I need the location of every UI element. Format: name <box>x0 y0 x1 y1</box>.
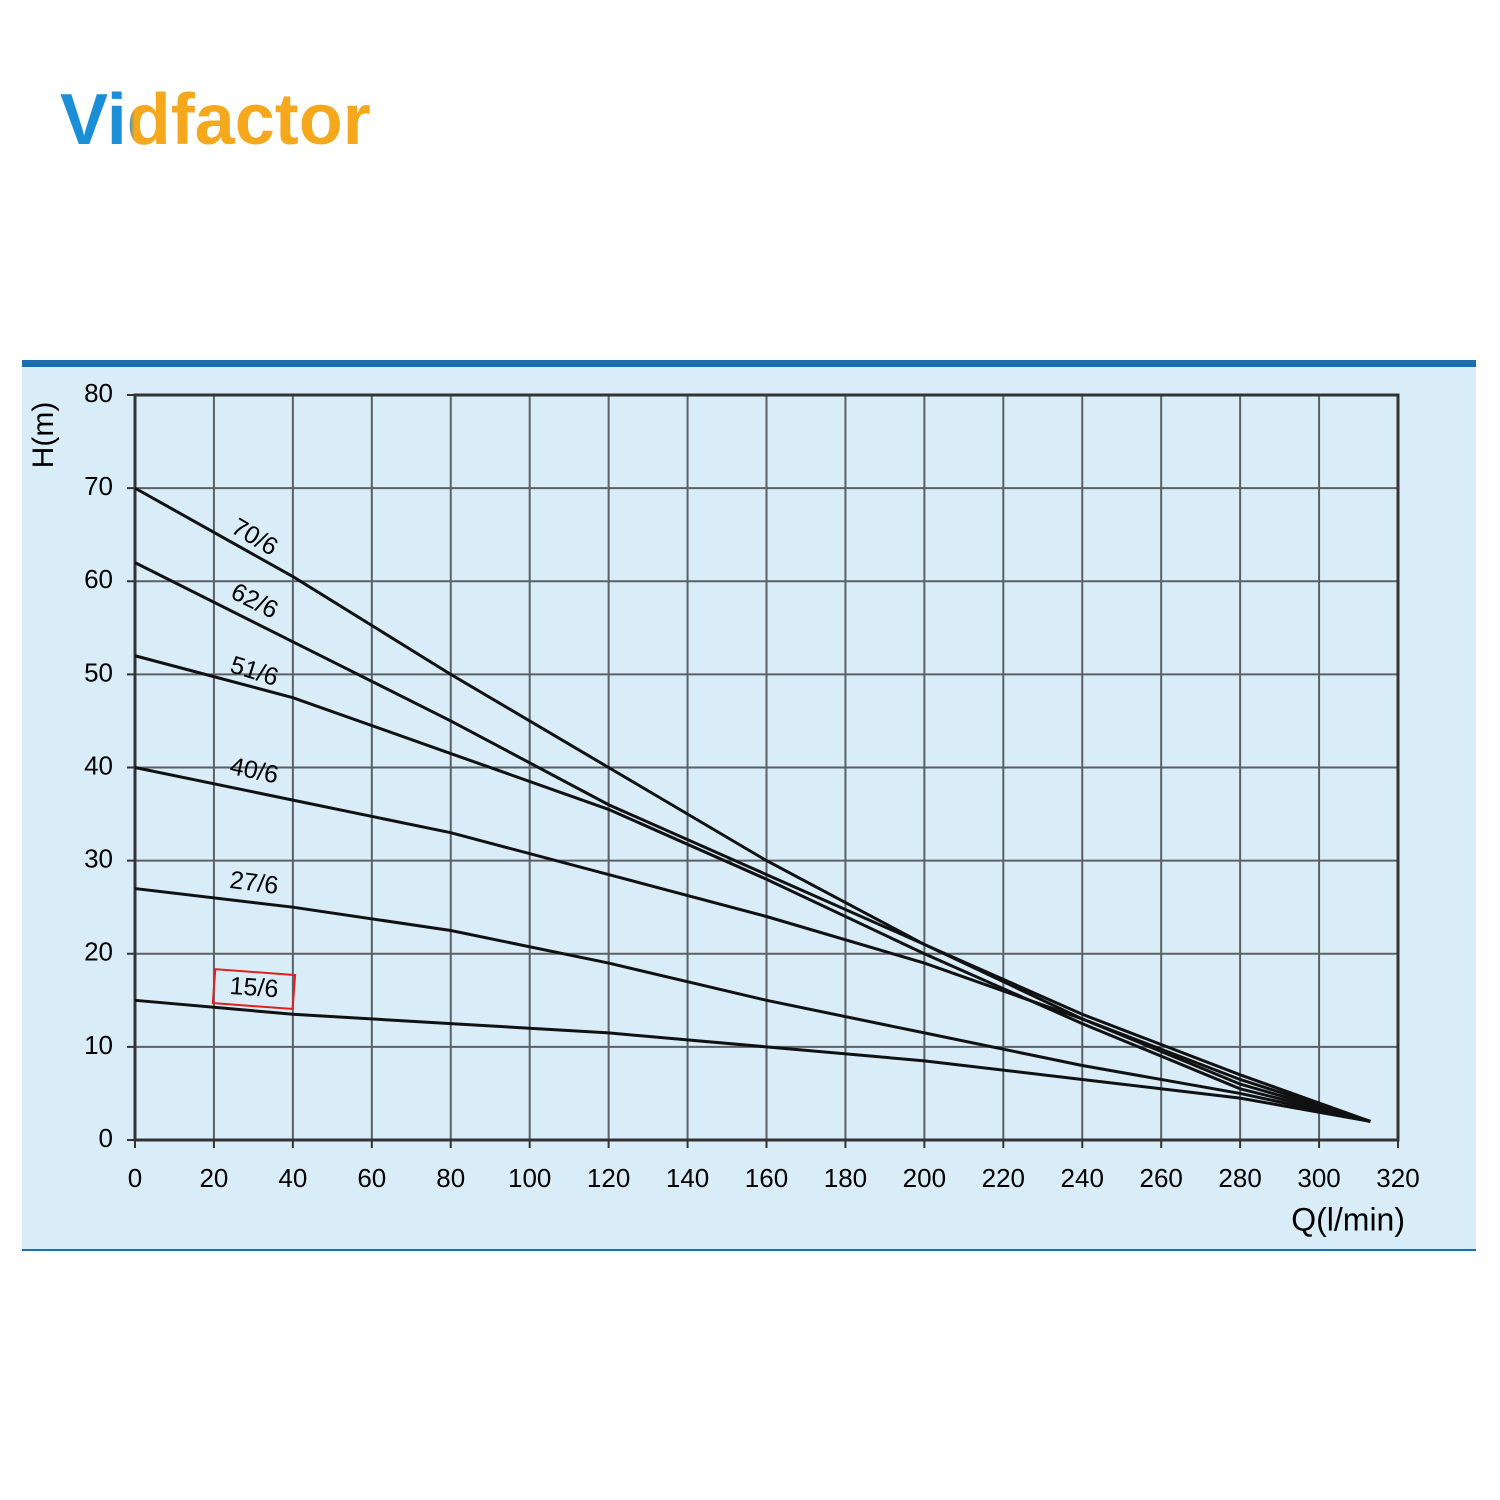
series-label: 27/6 <box>228 866 280 900</box>
x-tick-label: 220 <box>982 1163 1025 1193</box>
series-label: 15/6 <box>229 972 280 1004</box>
series-line <box>134 887 1371 1123</box>
highlight-box <box>211 968 297 1011</box>
series-line <box>134 486 1371 1123</box>
x-tick-label: 60 <box>357 1163 386 1193</box>
y-tick-label: 70 <box>84 471 113 501</box>
x-tick-label: 260 <box>1139 1163 1182 1193</box>
x-tick-label: 0 <box>128 1163 142 1193</box>
y-tick-label: 50 <box>84 657 113 687</box>
x-tick-label: 160 <box>745 1163 788 1193</box>
y-tick-label: 10 <box>84 1030 113 1060</box>
x-axis-title: Q(l/min) <box>1291 1201 1405 1237</box>
x-tick-label: 140 <box>666 1163 709 1193</box>
x-tick-label: 180 <box>824 1163 867 1193</box>
y-tick-label: 30 <box>84 844 113 874</box>
y-tick-label: 60 <box>84 564 113 594</box>
x-tick-label: 20 <box>199 1163 228 1193</box>
panel <box>22 362 1476 1250</box>
series-line <box>134 654 1371 1123</box>
x-tick-label: 300 <box>1297 1163 1340 1193</box>
y-axis-title: H(m) <box>27 402 60 469</box>
logo: Vidfactor <box>60 80 371 160</box>
x-tick-label: 80 <box>436 1163 465 1193</box>
series-line <box>134 998 1371 1123</box>
x-tick-label: 280 <box>1218 1163 1261 1193</box>
x-tick-label: 40 <box>278 1163 307 1193</box>
series-line <box>134 766 1371 1123</box>
x-tick-label: 240 <box>1061 1163 1104 1193</box>
x-tick-label: 120 <box>587 1163 630 1193</box>
y-tick-label: 0 <box>99 1123 113 1153</box>
x-tick-label: 200 <box>903 1163 946 1193</box>
series-line <box>134 561 1371 1123</box>
y-tick-label: 80 <box>84 378 113 408</box>
x-tick-label: 100 <box>508 1163 551 1193</box>
y-tick-label: 20 <box>84 937 113 967</box>
y-tick-label: 40 <box>84 750 113 780</box>
panel-top-bar <box>22 360 1476 367</box>
x-tick-label: 320 <box>1376 1163 1419 1193</box>
